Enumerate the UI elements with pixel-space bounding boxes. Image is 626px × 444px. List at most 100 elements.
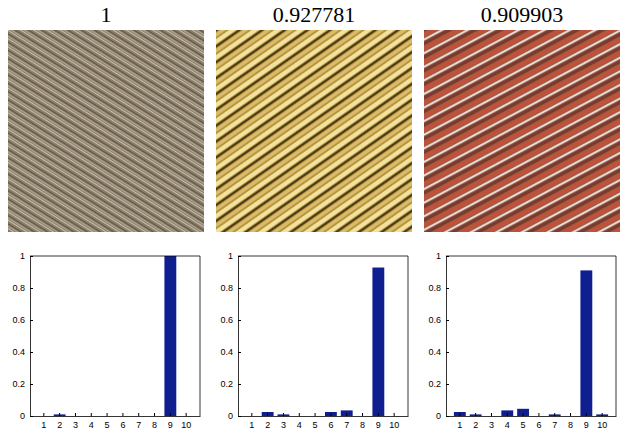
tick-label: 4	[89, 420, 94, 430]
tick-label: 0.6	[428, 315, 441, 325]
tick: 7	[136, 413, 141, 430]
tick-label: 0	[228, 411, 233, 421]
tick: 0.8	[220, 283, 241, 293]
panel: 0.9277811234567891000.20.40.60.81	[216, 2, 412, 430]
tick: 5	[105, 413, 110, 430]
tick-label: 0.2	[12, 379, 25, 389]
tick-label: 10	[181, 420, 191, 430]
tick-mark	[267, 413, 268, 416]
tick: 0.4	[428, 347, 449, 357]
tick: 3	[281, 413, 286, 430]
tick-mark	[446, 320, 449, 321]
x-axis: 1 2 3 4 56 7 8 9 10	[447, 413, 617, 430]
tick: 8	[360, 413, 365, 430]
x-axis: 12345678910	[31, 413, 201, 430]
tick-label: 10	[597, 420, 607, 430]
tick: 0.4	[12, 347, 33, 357]
tick-label: 1	[436, 251, 441, 261]
tick-label: 1	[249, 420, 254, 430]
tick-mark	[43, 413, 44, 416]
tick: 6	[536, 413, 541, 430]
tick-label: 0.6	[12, 315, 25, 325]
panel-title: 0.909903	[481, 2, 564, 27]
frame	[200, 256, 201, 416]
axis-line	[31, 416, 201, 417]
tick: 0	[20, 411, 33, 421]
bars	[54, 256, 177, 416]
tick-mark	[362, 413, 363, 416]
tick-mark	[59, 413, 60, 416]
axis-line	[30, 257, 31, 417]
tick-mark	[107, 413, 108, 416]
tick: 4	[89, 413, 94, 430]
tick-mark	[138, 413, 139, 416]
bar	[517, 409, 529, 416]
tick: 10	[181, 413, 191, 430]
tick: 2	[473, 413, 478, 430]
tick-mark	[523, 413, 524, 416]
plot-area	[30, 256, 200, 416]
tick-mark	[446, 416, 449, 417]
plot-area	[446, 256, 616, 416]
tick: 1	[20, 251, 33, 261]
tick: 10	[597, 413, 607, 430]
tick-mark	[315, 413, 316, 416]
axis-line	[446, 257, 447, 417]
axis-line	[238, 257, 239, 417]
tick-label: 5	[521, 420, 526, 430]
tick-label: 8	[568, 420, 573, 430]
y-axis: 00.20.40.60.81	[428, 251, 449, 421]
tick-label: 3	[73, 420, 78, 430]
photo	[8, 30, 204, 232]
tick-mark	[538, 413, 539, 416]
tick-label: 4	[505, 420, 510, 430]
tick-mark	[30, 288, 33, 289]
axis-line	[239, 416, 409, 417]
tick-label: 7	[344, 420, 349, 430]
tick: 0.6	[428, 315, 449, 325]
tick-label: 3	[489, 420, 494, 430]
tick-label: 7	[136, 420, 141, 430]
bar	[454, 412, 466, 416]
tick: 5	[313, 413, 318, 430]
tick-mark	[554, 413, 555, 416]
tick-label: 3	[281, 420, 286, 430]
tick-mark	[491, 413, 492, 416]
tick: 1	[457, 413, 462, 430]
tick: 3	[489, 413, 494, 430]
tick-label: 1	[41, 420, 46, 430]
tick-mark	[91, 413, 92, 416]
bar	[262, 412, 274, 416]
tick-label: 0.2	[428, 379, 441, 389]
tick: 1	[436, 251, 449, 261]
bar	[372, 268, 384, 416]
tick: 0.2	[12, 379, 33, 389]
tick-label: 8	[152, 420, 157, 430]
tick-label: 7	[552, 420, 557, 430]
x-axis: 12345678910	[239, 413, 409, 430]
panel: 0.9099031234567891000.20.40.60.81	[424, 2, 620, 430]
tick-mark	[30, 320, 33, 321]
tick-label: 9	[376, 420, 381, 430]
tick: 1	[249, 413, 254, 430]
tick-mark	[475, 413, 476, 416]
y-axis: 00.20.40.60.81	[220, 251, 241, 421]
frame	[446, 256, 616, 257]
tick: 8	[152, 413, 157, 430]
tick: 9	[376, 413, 381, 430]
tick: 7	[552, 413, 557, 430]
tick-mark	[238, 416, 241, 417]
tick-label: 10	[389, 420, 399, 430]
tick-mark	[30, 256, 33, 257]
tick-mark	[238, 320, 241, 321]
tick-label: 5	[313, 420, 318, 430]
tick-label: 1	[457, 420, 462, 430]
bar	[164, 256, 176, 416]
panel-title: 1	[101, 2, 112, 27]
tick-label: 6	[536, 420, 541, 430]
frame	[238, 256, 408, 257]
bar	[501, 410, 513, 416]
tick-label: 6	[120, 420, 125, 430]
tick-label: 0.4	[12, 347, 25, 357]
tick: 9	[584, 413, 589, 430]
